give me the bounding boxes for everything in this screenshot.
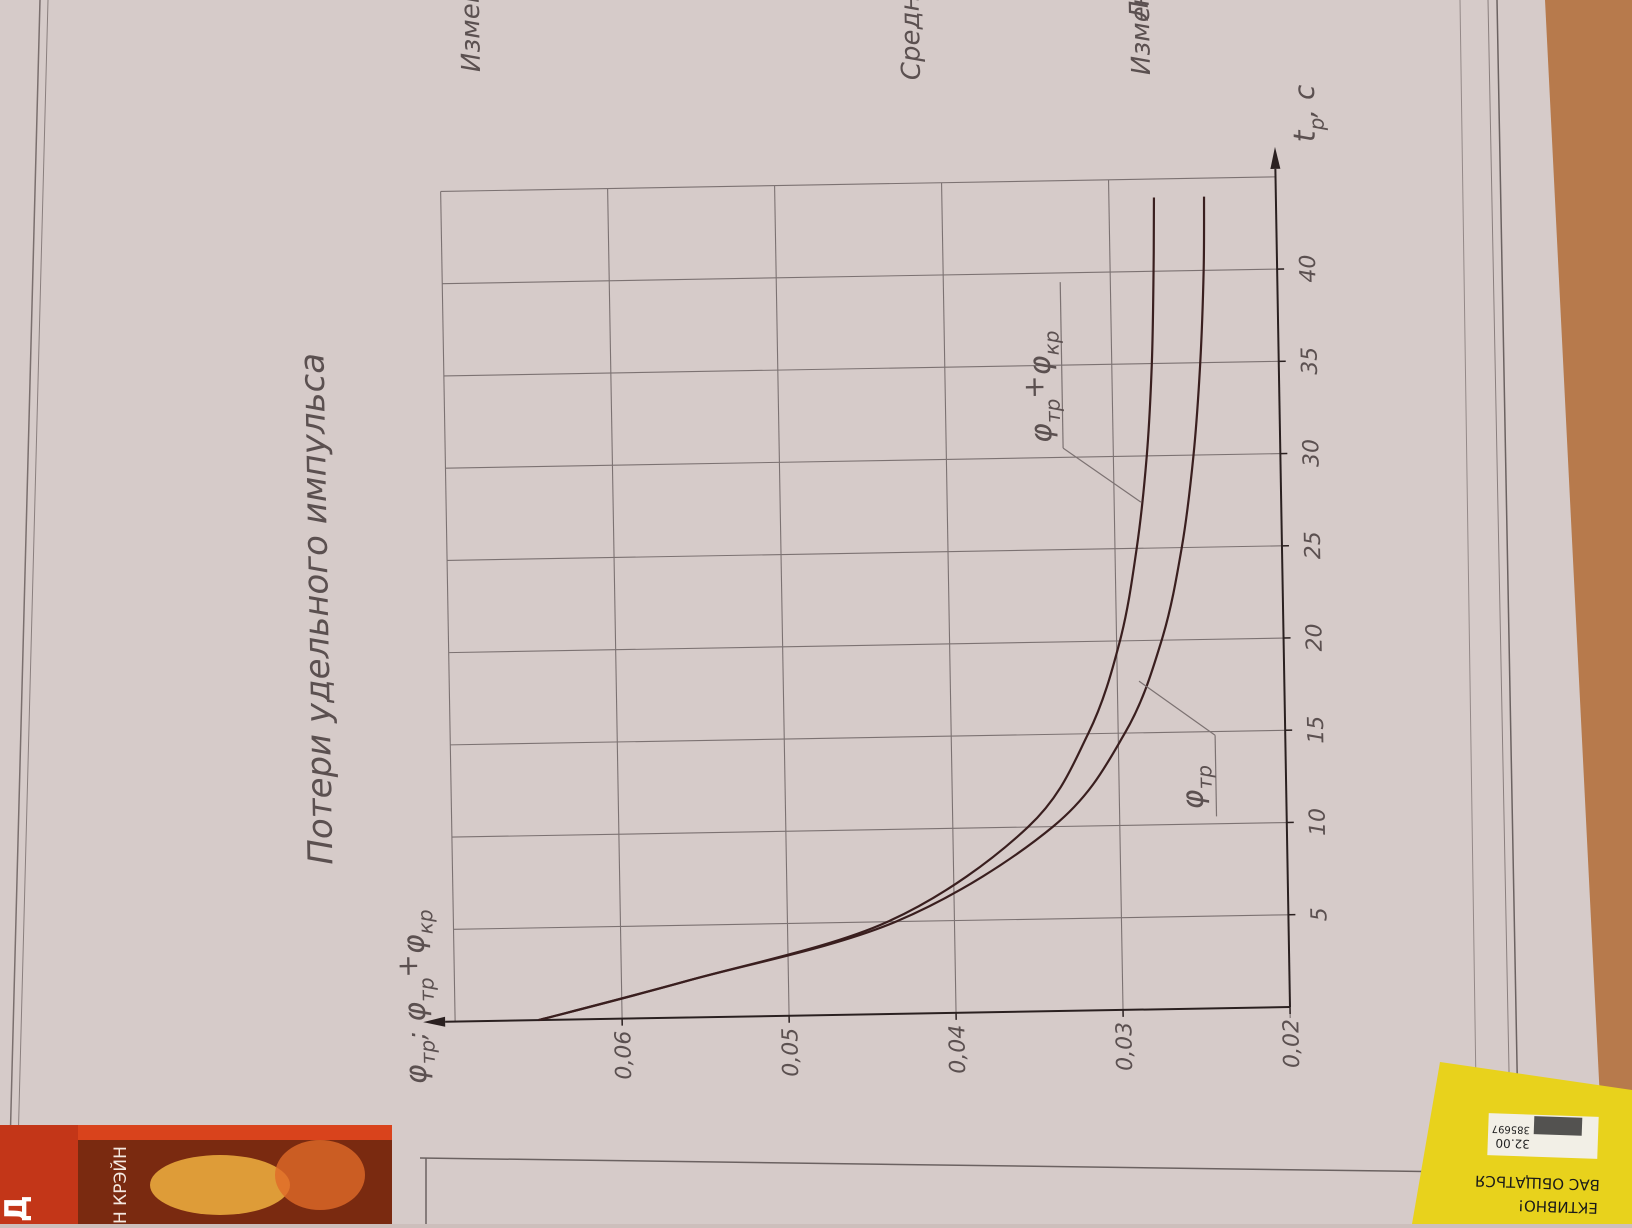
- y-tick-label: 0,04: [945, 1025, 971, 1074]
- book-right: 32.00 385697 ВАС ОБЩАТЬСЯ ЕКТИВНО!: [1412, 1062, 1632, 1224]
- y-tick-label: 0,06: [611, 1030, 637, 1079]
- x-tick-label: 35: [1297, 347, 1322, 375]
- x-tick-label: 40: [1296, 254, 1321, 282]
- book-left-glow: [150, 1155, 290, 1215]
- margin-text-1: Средн: [896, 0, 927, 80]
- barcode: [1534, 1116, 1583, 1136]
- y-tick-label: 0,05: [778, 1027, 804, 1076]
- x-tick-label: 20: [1302, 623, 1327, 651]
- x-tick-label: 10: [1306, 808, 1331, 836]
- margin-text-3: Измен: [456, 0, 487, 72]
- book-right-code: 385697: [1492, 1123, 1531, 1135]
- x-tick-label: 30: [1299, 439, 1324, 467]
- book-left-glow-2: [275, 1140, 365, 1210]
- margin-text-4: Л: [1125, 0, 1155, 21]
- x-tick-label: 5: [1307, 907, 1332, 921]
- y-tick-label: 0,03: [1112, 1022, 1138, 1071]
- x-tick-label: 25: [1301, 531, 1326, 559]
- book-right-line2: ЕКТИВНО!: [1518, 1196, 1598, 1217]
- x-tick-label: 15: [1304, 716, 1329, 744]
- book-left-edge: Д: [0, 1195, 34, 1222]
- y-tick-label: 0,02: [1279, 1019, 1305, 1068]
- book-left: Н КРЭЙН Д: [0, 1125, 392, 1224]
- book-left-author: Н КРЭЙН: [109, 1146, 131, 1224]
- book-right-price: 32.00: [1495, 1136, 1530, 1151]
